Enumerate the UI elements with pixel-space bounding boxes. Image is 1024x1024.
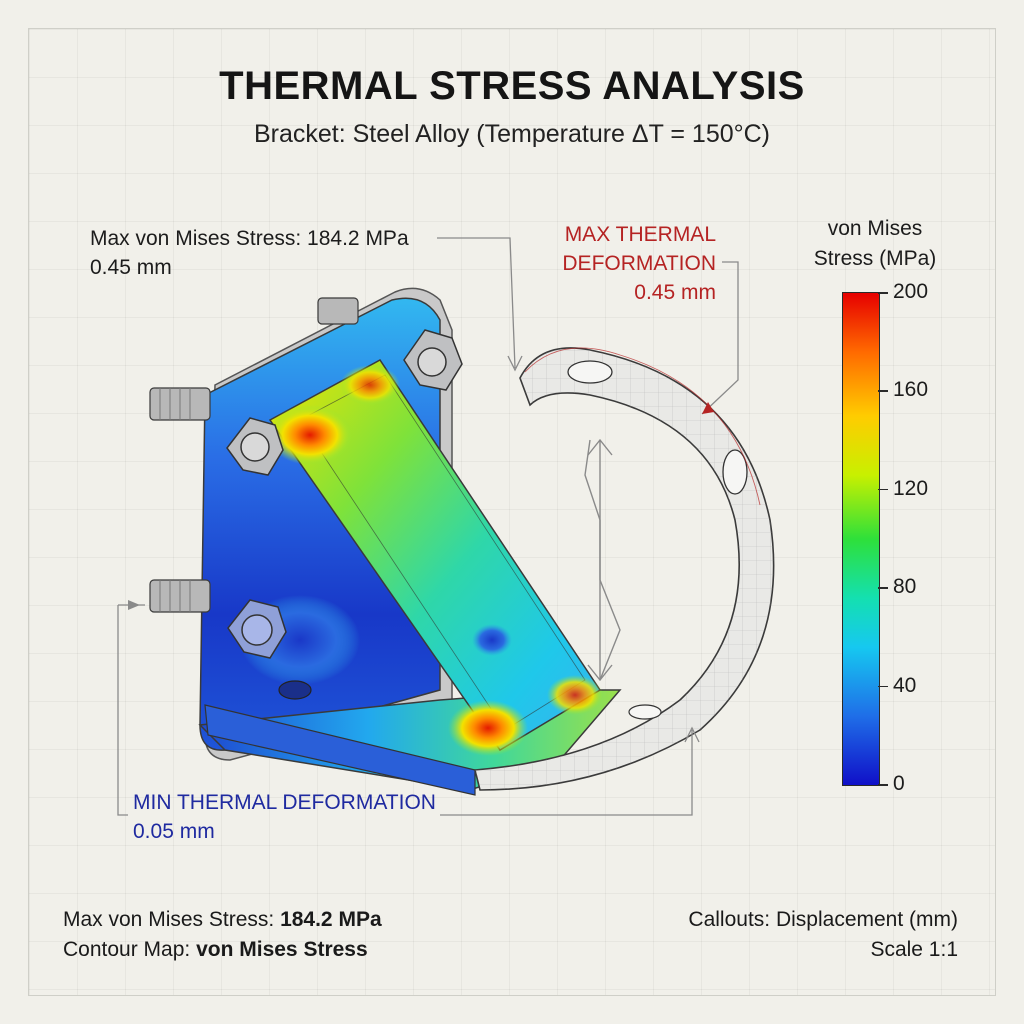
max-deformation-callout: MAX THERMAL DEFORMATION 0.45 mm (520, 220, 716, 307)
footer-contour-map: Contour Map: von Mises Stress (63, 935, 382, 965)
max-stress-callout-deformation: 0.45 mm (90, 256, 172, 279)
footer-right: Callouts: Displacement (mm) Scale 1:1 (688, 905, 958, 965)
max-stress-callout-value: Max von Mises Stress: 184.2 MPa (90, 227, 409, 250)
max-deformation-value: 0.45 mm (634, 281, 716, 304)
colorbar-tick-label: 200 (893, 280, 929, 303)
footer-max-stress-label: Max von Mises Stress: (63, 908, 281, 931)
colorbar-tick-label: 160 (893, 378, 929, 402)
min-deformation-value: 0.05 mm (133, 820, 215, 843)
colorbar-tick-label: 80 (893, 575, 917, 599)
colorbar-tick (878, 784, 888, 786)
colorbar-tick (878, 587, 888, 589)
max-deformation-label-2: DEFORMATION (562, 252, 716, 275)
page-subtitle: Bracket: Steel Alloy (Temperature ΔT = 1… (253, 120, 771, 148)
colorbar-tick (878, 685, 888, 688)
footer-max-stress: Max von Mises Stress: 184.2 MPa (63, 905, 382, 935)
min-deformation-label: MIN THERMAL DEFORMATION (133, 791, 436, 814)
colorbar-tick (878, 488, 888, 491)
colorbar-tick (878, 292, 888, 294)
drawing-frame (28, 28, 996, 996)
colorbar-title: von Mises Stress (MPa) (800, 214, 950, 274)
footer-callouts-unit: Callouts: Displacement (mm) (688, 908, 958, 931)
footer-scale: Scale 1:1 (870, 938, 958, 961)
footer-left: Max von Mises Stress: 184.2 MPa Contour … (63, 905, 382, 965)
colorbar-tick-label: 40 (893, 673, 917, 697)
page-title: THERMAL STRESS ANALYSIS (219, 64, 805, 108)
colorbar-title-line-2: Stress (MPa) (813, 247, 937, 270)
footer-contour-map-value: von Mises Stress (196, 938, 368, 961)
colorbar-tick (878, 390, 888, 392)
colorbar-gradient (842, 292, 880, 786)
footer-contour-map-label: Contour Map: (63, 938, 197, 961)
max-stress-callout: Max von Mises Stress: 184.2 MPa 0.45 mm (90, 224, 409, 282)
max-deformation-label-1: MAX THERMAL (564, 223, 716, 246)
colorbar-title-line-1: von Mises (827, 217, 923, 240)
min-deformation-callout: MIN THERMAL DEFORMATION 0.05 mm (133, 788, 436, 846)
colorbar-tick-label: 120 (893, 476, 929, 500)
colorbar-tick-label: 0 (893, 772, 905, 795)
footer-max-stress-value: 184.2 MPa (280, 908, 382, 931)
